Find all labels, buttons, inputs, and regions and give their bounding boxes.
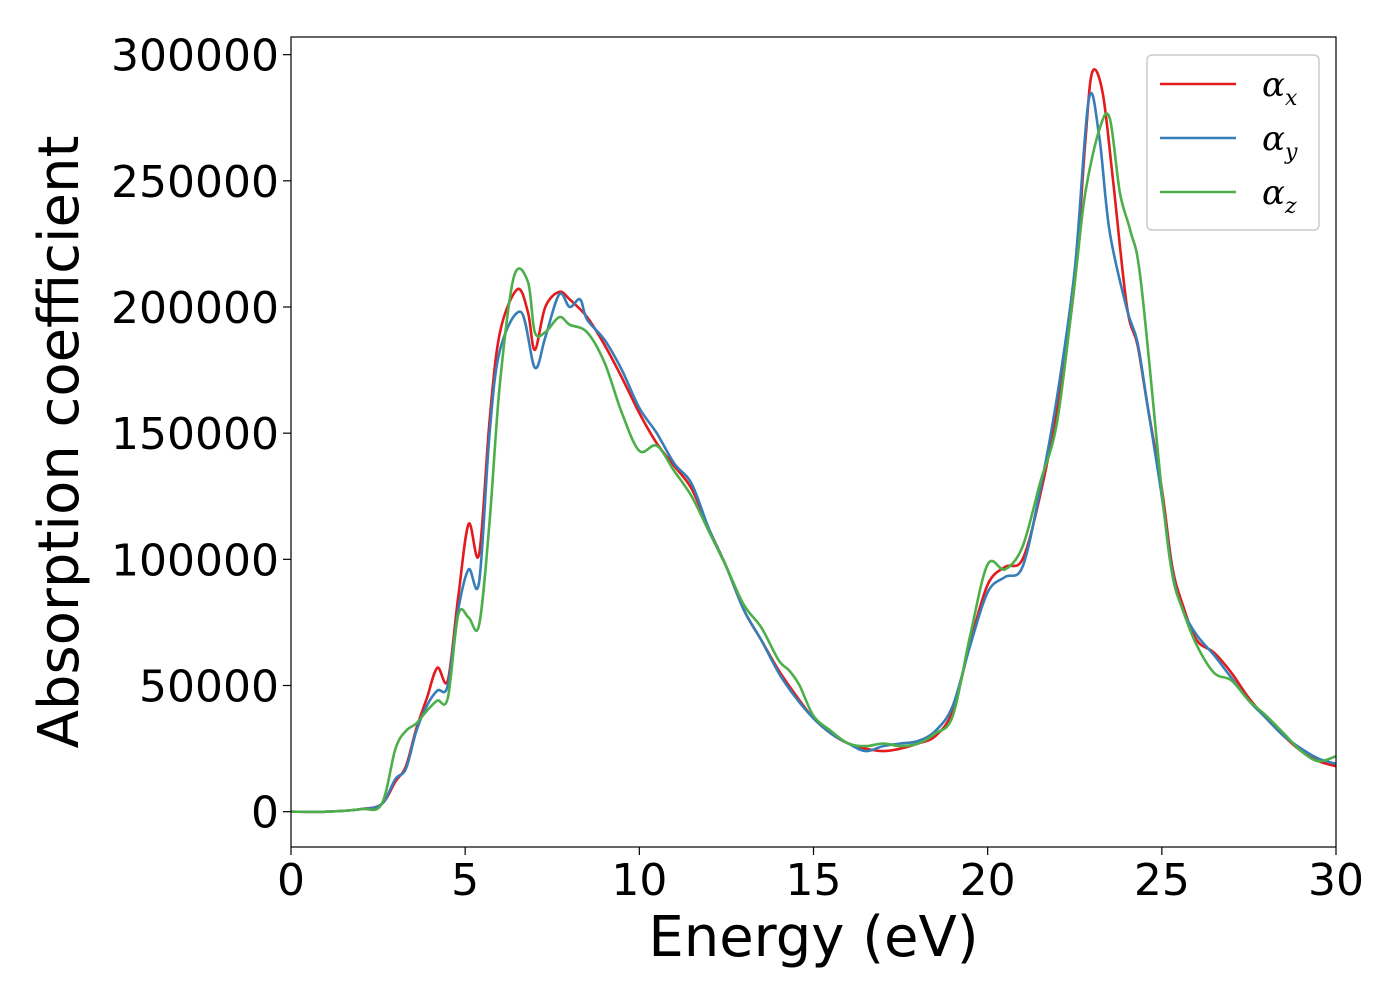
x-tick-label: 0 — [277, 855, 305, 906]
series-line-alpha-z — [290, 112, 1337, 814]
y-tick-label: 200000 — [111, 283, 279, 334]
y-tick-label: 300000 — [111, 31, 279, 82]
y-tick-label: 50000 — [139, 662, 279, 713]
legend: αx αy αz — [1146, 54, 1320, 231]
y-tick-label: 100000 — [111, 535, 279, 586]
x-axis-label: Energy (eV) — [648, 905, 978, 970]
plot-frame — [290, 36, 1337, 848]
x-tick-label: 15 — [786, 855, 842, 906]
tick-layer: 0 5 10 15 20 25 30 0 50000 100000 150000 200000 2500… — [111, 31, 1364, 906]
series-line-alpha-y — [290, 91, 1337, 814]
legend-label-alpha-y: αy — [1262, 119, 1298, 165]
x-tick-label: 30 — [1308, 855, 1364, 906]
x-tick-label: 20 — [960, 855, 1016, 906]
x-tick-label: 10 — [611, 855, 667, 906]
legend-label-alpha-z: αz — [1262, 173, 1297, 219]
y-tick-label: 0 — [251, 788, 279, 839]
y-tick-label: 150000 — [111, 409, 279, 460]
y-axis-label: Absorption coefficient — [27, 136, 92, 749]
x-tick-label: 5 — [451, 855, 479, 906]
x-tick-label: 25 — [1134, 855, 1190, 906]
legend-box — [1146, 54, 1320, 231]
legend-label-alpha-x: αx — [1262, 65, 1298, 111]
y-tick-label: 250000 — [111, 157, 279, 208]
series-layer — [290, 68, 1337, 814]
